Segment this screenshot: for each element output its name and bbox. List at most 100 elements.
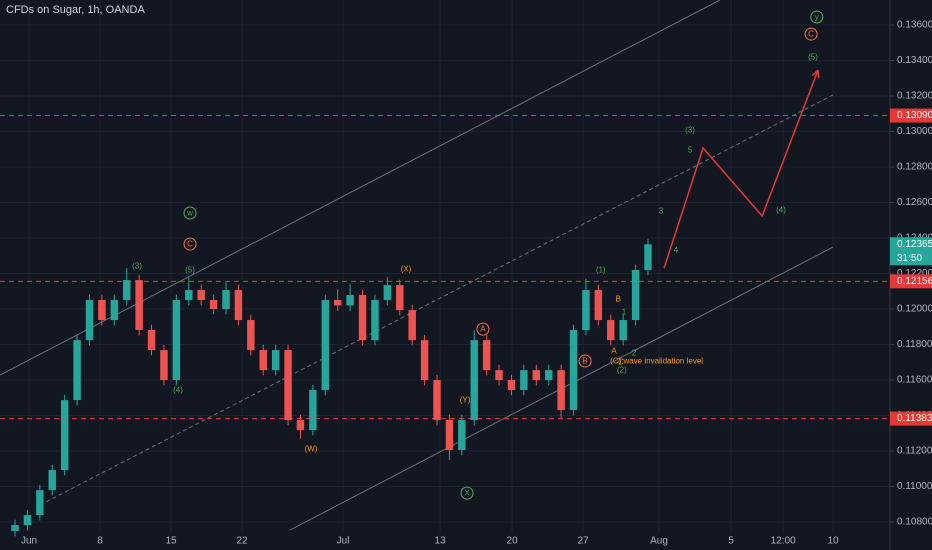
projection-arrowhead	[811, 69, 820, 79]
candle-body	[520, 370, 528, 390]
y-tick-label: 0.11800	[897, 339, 932, 350]
x-tick-label: 12:00	[771, 536, 796, 547]
candle-body	[594, 290, 603, 321]
candle-body	[309, 389, 317, 431]
candle-body	[110, 299, 119, 321]
level-label: 0.12156	[897, 276, 932, 287]
candle-body	[582, 290, 590, 330]
candle-body	[48, 470, 56, 491]
y-tick-label: 0.13200	[897, 91, 932, 102]
wave-label: 1	[622, 308, 627, 317]
candle-body	[396, 285, 404, 311]
wave-circle	[460, 486, 474, 500]
candle-body	[619, 320, 627, 341]
candle-body	[296, 419, 305, 431]
last-price-box	[890, 237, 932, 266]
candle-body	[470, 340, 478, 420]
candle-body	[371, 299, 379, 341]
candle-body	[433, 380, 441, 420]
candle-body	[60, 400, 69, 471]
price-axis: 0.108000.110000.112000.114000.116000.118…	[890, 20, 932, 528]
y-tick-label: 0.10800	[897, 517, 932, 528]
candle-body	[569, 329, 578, 411]
wave-label: B	[616, 295, 621, 304]
x-tick-label: 5	[728, 536, 734, 547]
x-tick-label: 22	[236, 536, 248, 547]
level-label-box	[890, 411, 932, 426]
x-tick-label: Aug	[650, 536, 668, 547]
candle-body	[482, 340, 491, 371]
candle-body	[284, 350, 292, 420]
x-tick-label: Jun	[21, 536, 37, 547]
last-price-label: 0.12365	[897, 239, 932, 250]
x-tick-label: 10	[828, 536, 840, 547]
candle-body	[259, 350, 267, 371]
candle-body	[420, 340, 429, 381]
wave-label: C	[187, 240, 193, 249]
y-tick-label: 0.13600	[897, 20, 932, 31]
candle-body	[85, 299, 94, 341]
channel-line	[0, 0, 721, 376]
wave-circle	[804, 27, 818, 41]
candle-body	[135, 280, 143, 330]
wave-circle	[578, 354, 592, 368]
candle-body	[358, 295, 367, 341]
y-tick-label: 0.12800	[897, 162, 932, 173]
candle-body	[346, 295, 354, 306]
candle-body	[73, 340, 81, 401]
level-label-box	[890, 108, 932, 123]
wave-label: (4)	[173, 386, 183, 395]
wave-label: 4	[674, 246, 679, 255]
countdown-timer: 31:50	[897, 253, 922, 264]
y-tick-label: 0.11000	[897, 481, 932, 492]
candle-body	[458, 419, 466, 450]
wave-label: 3	[659, 207, 664, 216]
candle-body	[445, 419, 454, 450]
wave-label: (X)	[401, 265, 412, 274]
candle-body	[234, 290, 243, 321]
y-tick-label: 0.12000	[897, 304, 932, 315]
wave-label: (3)	[132, 262, 142, 271]
level-label: 0.13090	[897, 110, 932, 121]
wave-label: X	[464, 489, 470, 498]
candle-body	[544, 370, 553, 381]
y-tick-label: 0.13000	[897, 126, 932, 137]
candle-body	[172, 299, 181, 381]
candle-body	[383, 285, 392, 300]
plot: w C (3) (5) (4) (W) (X) A (Y) X B (C) wave invalida…	[0, 0, 890, 537]
wave-label: 2	[632, 349, 637, 358]
y-tick-label: 0.12600	[897, 197, 932, 208]
candle-body	[36, 490, 44, 516]
candle-body	[247, 320, 255, 351]
wave-label: (4)	[776, 206, 786, 215]
candle-body	[160, 350, 168, 381]
candle-body	[631, 269, 640, 321]
candle-body	[321, 299, 330, 390]
wave-circle	[183, 237, 197, 251]
candle-body	[495, 370, 503, 381]
candle-body	[98, 299, 106, 321]
wave-label: w	[186, 209, 193, 218]
wave-label: (3)	[685, 126, 695, 135]
y-tick-label: 0.12200	[897, 268, 932, 279]
grid	[0, 0, 890, 532]
candle-body	[507, 380, 516, 390]
wave-label: (1)	[596, 266, 606, 275]
x-tick-label: 27	[578, 536, 590, 547]
candle-body	[607, 320, 615, 341]
wave-label: (C) wave invalidation level	[610, 357, 703, 366]
candle-body	[209, 299, 218, 310]
projection-path	[663, 69, 819, 269]
candle-body	[122, 280, 131, 300]
y-tick-label: 0.11600	[897, 375, 932, 386]
candle-body	[644, 244, 652, 270]
wave-circle	[810, 10, 824, 24]
x-tick-label: 13	[435, 536, 447, 547]
candle-body	[557, 370, 565, 411]
wave-label: (Y)	[460, 396, 471, 405]
wave-circle	[476, 322, 490, 336]
x-tick-label: 20	[507, 536, 519, 547]
